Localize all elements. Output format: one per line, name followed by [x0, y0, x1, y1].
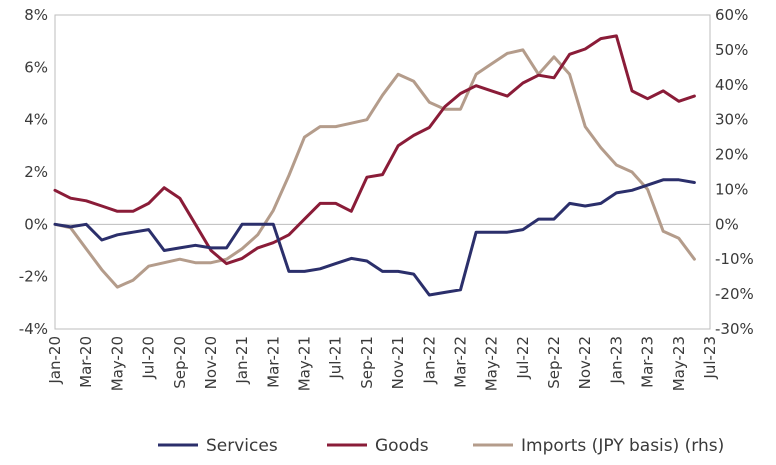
series-line-imports [53, 48, 696, 289]
x-tick-label: Mar-21 [264, 336, 282, 388]
x-tick-label: May-23 [670, 336, 688, 391]
left-tick-label: 8% [24, 6, 48, 24]
x-tick-label: Sep-21 [358, 336, 376, 389]
x-tick-label: Sep-22 [545, 336, 563, 389]
x-tick-label: Jul-21 [327, 336, 345, 380]
right-tick-label: 60% [715, 6, 748, 24]
right-tick-label: 50% [715, 41, 748, 59]
right-tick-label: -30% [715, 320, 754, 338]
left-tick-label: 6% [24, 58, 48, 76]
right-tick-label: 40% [715, 76, 748, 94]
legend-label-services: Services [206, 436, 278, 456]
left-tick-label: -4% [19, 320, 48, 338]
legend-label-goods: Goods [375, 436, 429, 456]
x-tick-label: Mar-20 [77, 336, 95, 388]
x-tick-label: Jul-22 [514, 336, 532, 380]
x-tick-label: May-20 [108, 336, 126, 391]
right-axis-ticks: -30% -20% -10% 0% 10% 20% 30% 40% 50% 60% [715, 6, 754, 338]
x-tick-label: Nov-21 [389, 336, 407, 389]
left-tick-label: 0% [24, 215, 48, 233]
series-line-goods [53, 34, 696, 266]
right-tick-label: 10% [715, 180, 748, 198]
left-tick-label: -2% [19, 268, 48, 286]
x-tick-label: Nov-22 [576, 336, 594, 389]
left-axis-ticks: -4% -2% 0% 2% 4% 6% 8% [19, 6, 48, 338]
right-tick-label: 20% [715, 146, 748, 164]
series-lines [53, 34, 696, 297]
legend: Services Goods Imports (JPY basis) (rhs) [158, 436, 724, 456]
series-line-services [53, 178, 696, 297]
plot-frame [54, 14, 711, 330]
x-tick-label: Jul-20 [140, 336, 158, 380]
left-tick-label: 2% [24, 163, 48, 181]
x-tick-label: May-21 [296, 336, 314, 391]
right-tick-label: -10% [715, 250, 754, 268]
plot-area [54, 14, 711, 330]
right-tick-label: 30% [715, 111, 748, 129]
x-tick-label: Jan-21 [233, 336, 251, 385]
left-tick-label: 4% [24, 111, 48, 129]
x-tick-label: Nov-20 [202, 336, 220, 389]
x-tick-label: Jul-23 [701, 336, 719, 380]
x-tick-label: May-22 [483, 336, 501, 391]
x-axis-ticks: Jan-20 Mar-20 May-20 Jul-20 Sep-20 Nov-20 Jan-… [46, 336, 719, 391]
x-tick-label: Mar-23 [639, 336, 657, 388]
x-tick-label: Sep-20 [171, 336, 189, 389]
x-tick-label: Mar-22 [451, 336, 469, 388]
x-tick-label: Jan-22 [420, 336, 438, 385]
right-tick-label: -20% [715, 285, 754, 303]
x-tick-label: Jan-20 [46, 336, 64, 385]
right-tick-label: 0% [715, 215, 739, 233]
x-tick-label: Jan-23 [607, 336, 625, 385]
legend-label-imports: Imports (JPY basis) (rhs) [521, 436, 724, 456]
